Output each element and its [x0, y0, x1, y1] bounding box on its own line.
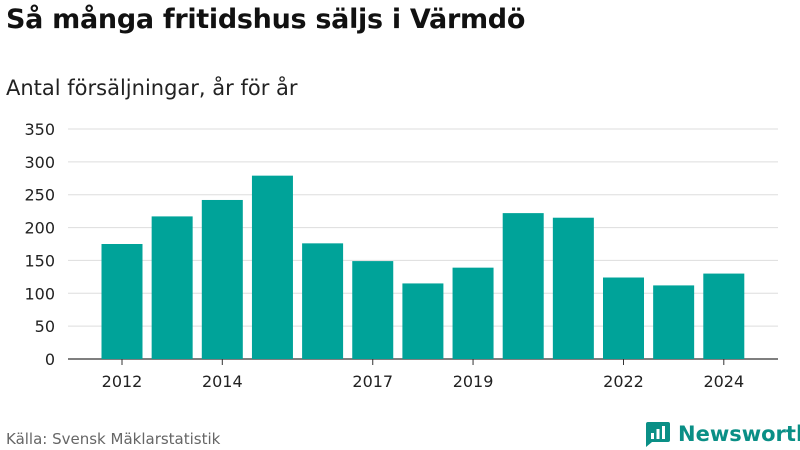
brand-logo[interactable]: Newsworthy: [644, 420, 800, 448]
y-axis-labels: 0 50 100 150 200 250 300 350: [24, 120, 55, 369]
x-tick-label: 2014: [202, 372, 243, 391]
newsworthy-logo-icon: [646, 422, 670, 447]
bar-2021: [552, 217, 594, 359]
x-tick-label: 2022: [603, 372, 644, 391]
bar-2019: [452, 267, 494, 359]
y-tick-label: 150: [24, 251, 55, 270]
chart-subtitle: Antal försäljningar, år för år: [6, 76, 298, 100]
x-tick-label: 2024: [703, 372, 744, 391]
bar-2018: [402, 283, 444, 359]
y-tick-label: 250: [24, 186, 55, 205]
y-tick-label: 50: [35, 317, 55, 336]
x-tick-label: 2012: [102, 372, 143, 391]
bar-2017: [352, 261, 394, 359]
source-note: Källa: Svensk Mäklarstatistik: [6, 430, 221, 448]
bars: [101, 175, 745, 359]
bar-2015: [251, 175, 293, 359]
x-tick-label: 2019: [453, 372, 494, 391]
bar-2014: [201, 199, 243, 359]
y-tick-label: 0: [45, 350, 55, 369]
bar-2024: [703, 273, 745, 359]
bar-2016: [302, 243, 344, 359]
y-tick-label: 100: [24, 284, 55, 303]
bar-2023: [653, 285, 695, 359]
x-axis-labels: 2012 2014 2017 2019 2022 2024: [102, 359, 744, 391]
bar-2012: [101, 244, 143, 359]
y-tick-label: 200: [24, 219, 55, 238]
x-tick-label: 2017: [352, 372, 393, 391]
chart-title: Så många fritidshus säljs i Värmdö: [6, 4, 526, 35]
y-tick-label: 300: [24, 153, 55, 172]
bar-2013: [151, 216, 193, 359]
y-tick-label: 350: [24, 120, 55, 139]
brand-name: Newsworthy: [678, 422, 800, 446]
bar-2020: [502, 213, 544, 359]
bar-2022: [603, 277, 644, 359]
